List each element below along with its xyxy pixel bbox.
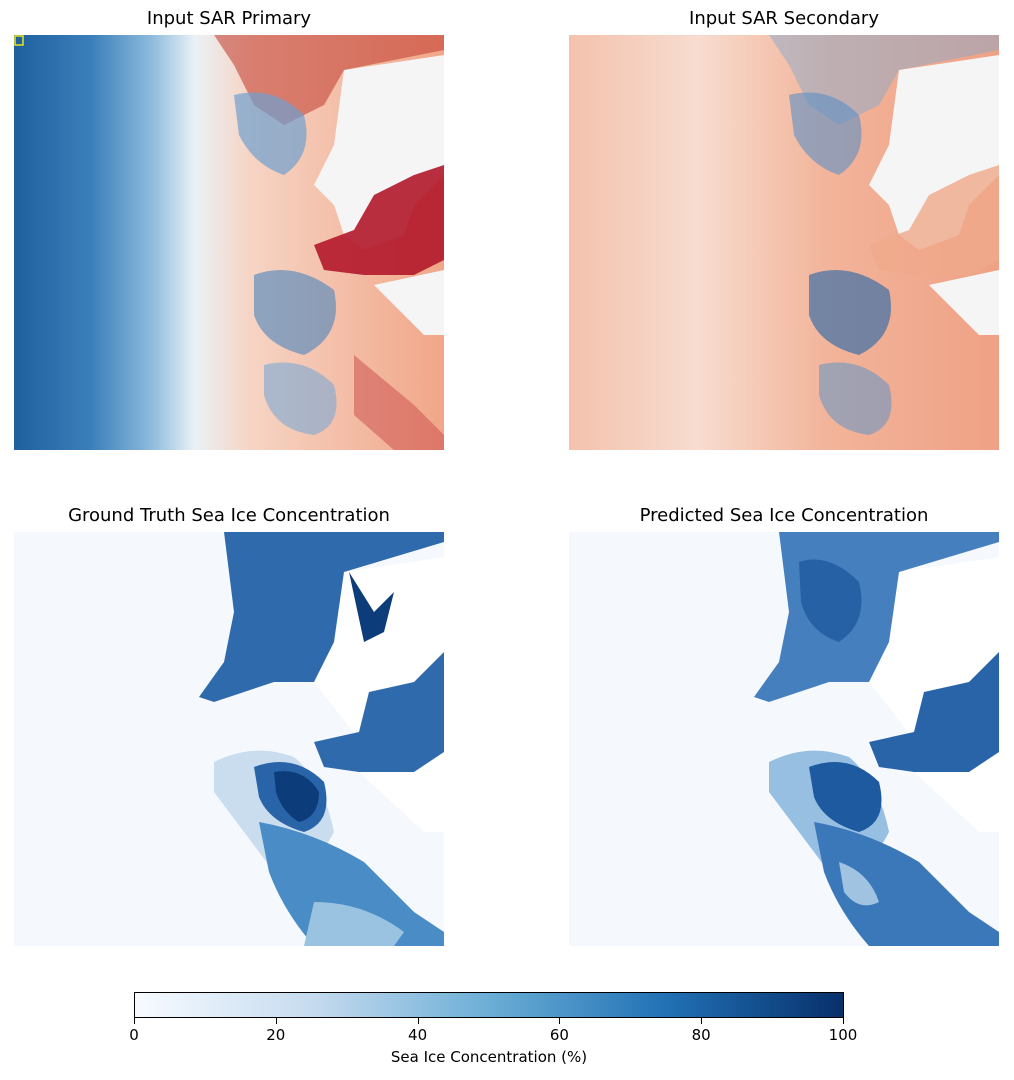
- colorbar-tick: [701, 1018, 703, 1024]
- predicted-image: [569, 532, 999, 946]
- colorbar: [134, 992, 844, 1018]
- colorbar-tick-label: 100: [828, 1026, 858, 1044]
- colorbar-tick-label: 40: [408, 1026, 428, 1044]
- sar-primary-image: [14, 35, 444, 450]
- colorbar-tick-label: 20: [266, 1026, 286, 1044]
- panel-title-ground-truth: Ground Truth Sea Ice Concentration: [68, 505, 390, 526]
- colorbar-tick: [275, 1018, 277, 1024]
- colorbar-tick: [417, 1018, 419, 1024]
- colorbar-label: Sea Ice Concentration (%): [390, 1048, 588, 1066]
- ground-truth-image: [14, 532, 444, 946]
- panel-title-sar-secondary: Input SAR Secondary: [689, 8, 879, 29]
- colorbar-tick: [134, 1018, 135, 1024]
- sar-secondary-image: [569, 35, 999, 450]
- colorbar-tick-label: 60: [549, 1026, 569, 1044]
- colorbar-tick-label: 0: [129, 1026, 139, 1044]
- colorbar-tick: [843, 1018, 844, 1024]
- colorbar-tick-label: 80: [691, 1026, 711, 1044]
- panel-title-sar-primary: Input SAR Primary: [146, 8, 312, 29]
- colorbar-tick: [559, 1018, 561, 1024]
- panel-title-predicted: Predicted Sea Ice Concentration: [639, 505, 929, 526]
